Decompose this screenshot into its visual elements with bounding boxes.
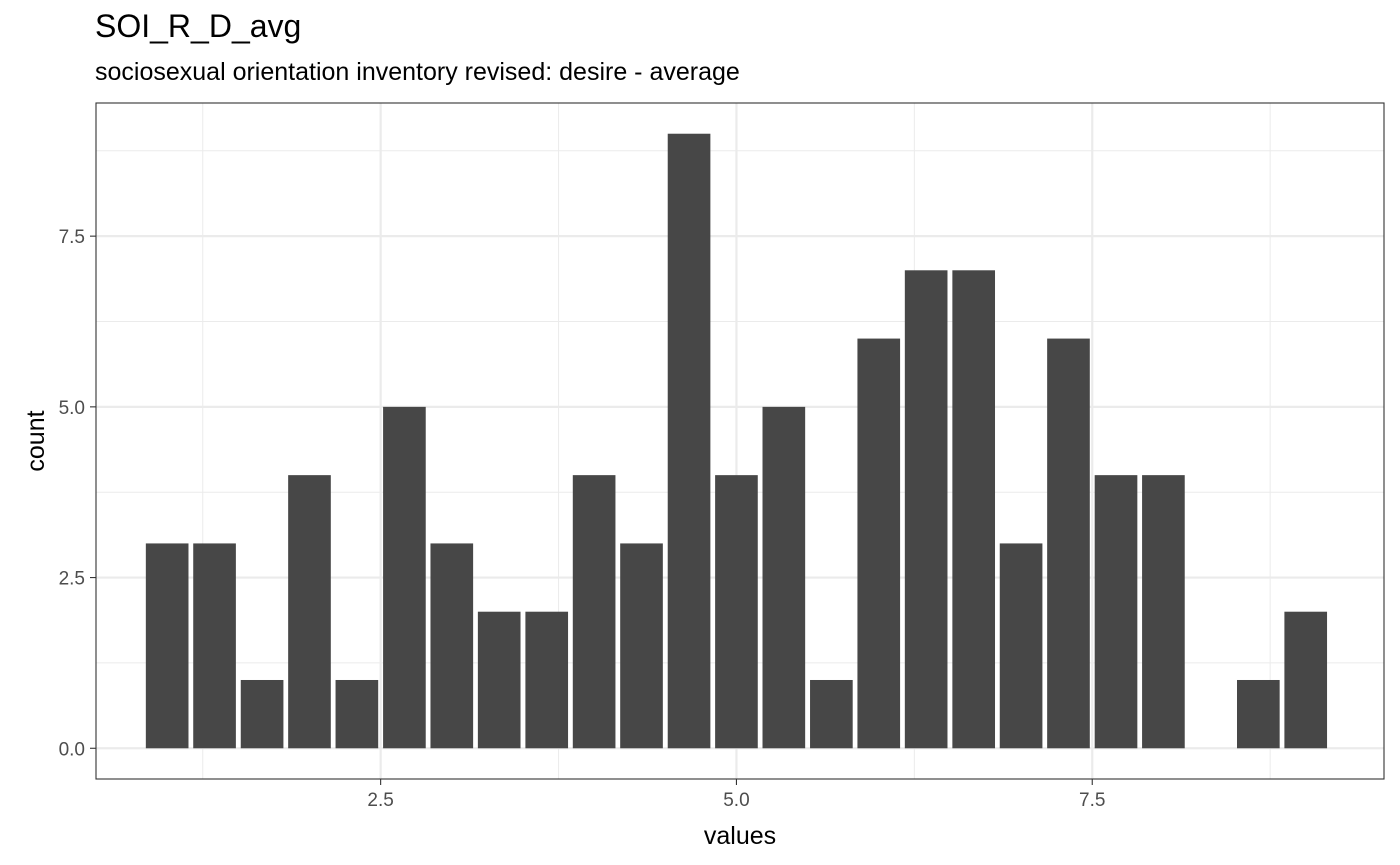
bar — [430, 543, 474, 749]
y-tick-label: 5.0 — [59, 398, 85, 419]
x-axis-title: values — [704, 822, 776, 850]
bar — [477, 611, 521, 749]
bar — [525, 611, 569, 749]
panel-border — [95, 102, 1385, 780]
x-tick-label: 7.5 — [1079, 790, 1105, 811]
bar — [1237, 679, 1280, 749]
x-tick-label: 5.0 — [723, 790, 749, 811]
bar — [288, 475, 331, 749]
x-tick-label: 2.5 — [367, 790, 393, 811]
bars-group — [145, 133, 1328, 749]
bar — [240, 679, 284, 749]
y-tick-label: 2.5 — [59, 569, 85, 590]
bar — [857, 338, 901, 749]
bar — [620, 543, 663, 749]
y-axis-title: count — [22, 410, 50, 471]
bar — [762, 406, 806, 749]
y-axis: 0.0 2.5 5.0 7.5 — [59, 227, 96, 760]
bar — [810, 679, 853, 749]
bar — [904, 270, 948, 749]
bar — [145, 543, 189, 749]
bar — [1284, 611, 1328, 749]
bar — [667, 133, 711, 749]
bar — [715, 475, 758, 749]
bar — [1094, 475, 1138, 749]
bar — [999, 543, 1043, 749]
bar — [383, 406, 426, 749]
bar — [1047, 338, 1090, 749]
y-tick-label: 0.0 — [59, 739, 85, 760]
bar — [1142, 475, 1185, 749]
y-tick-label: 7.5 — [59, 227, 85, 248]
chart-subtitle: sociosexual orientation inventory revise… — [95, 58, 740, 86]
x-axis: 2.5 5.0 7.5 — [367, 779, 1105, 811]
bar — [572, 475, 616, 749]
bar — [952, 270, 996, 749]
bar — [335, 679, 379, 749]
chart-title: SOI_R_D_avg — [95, 8, 302, 44]
bar — [193, 543, 236, 749]
